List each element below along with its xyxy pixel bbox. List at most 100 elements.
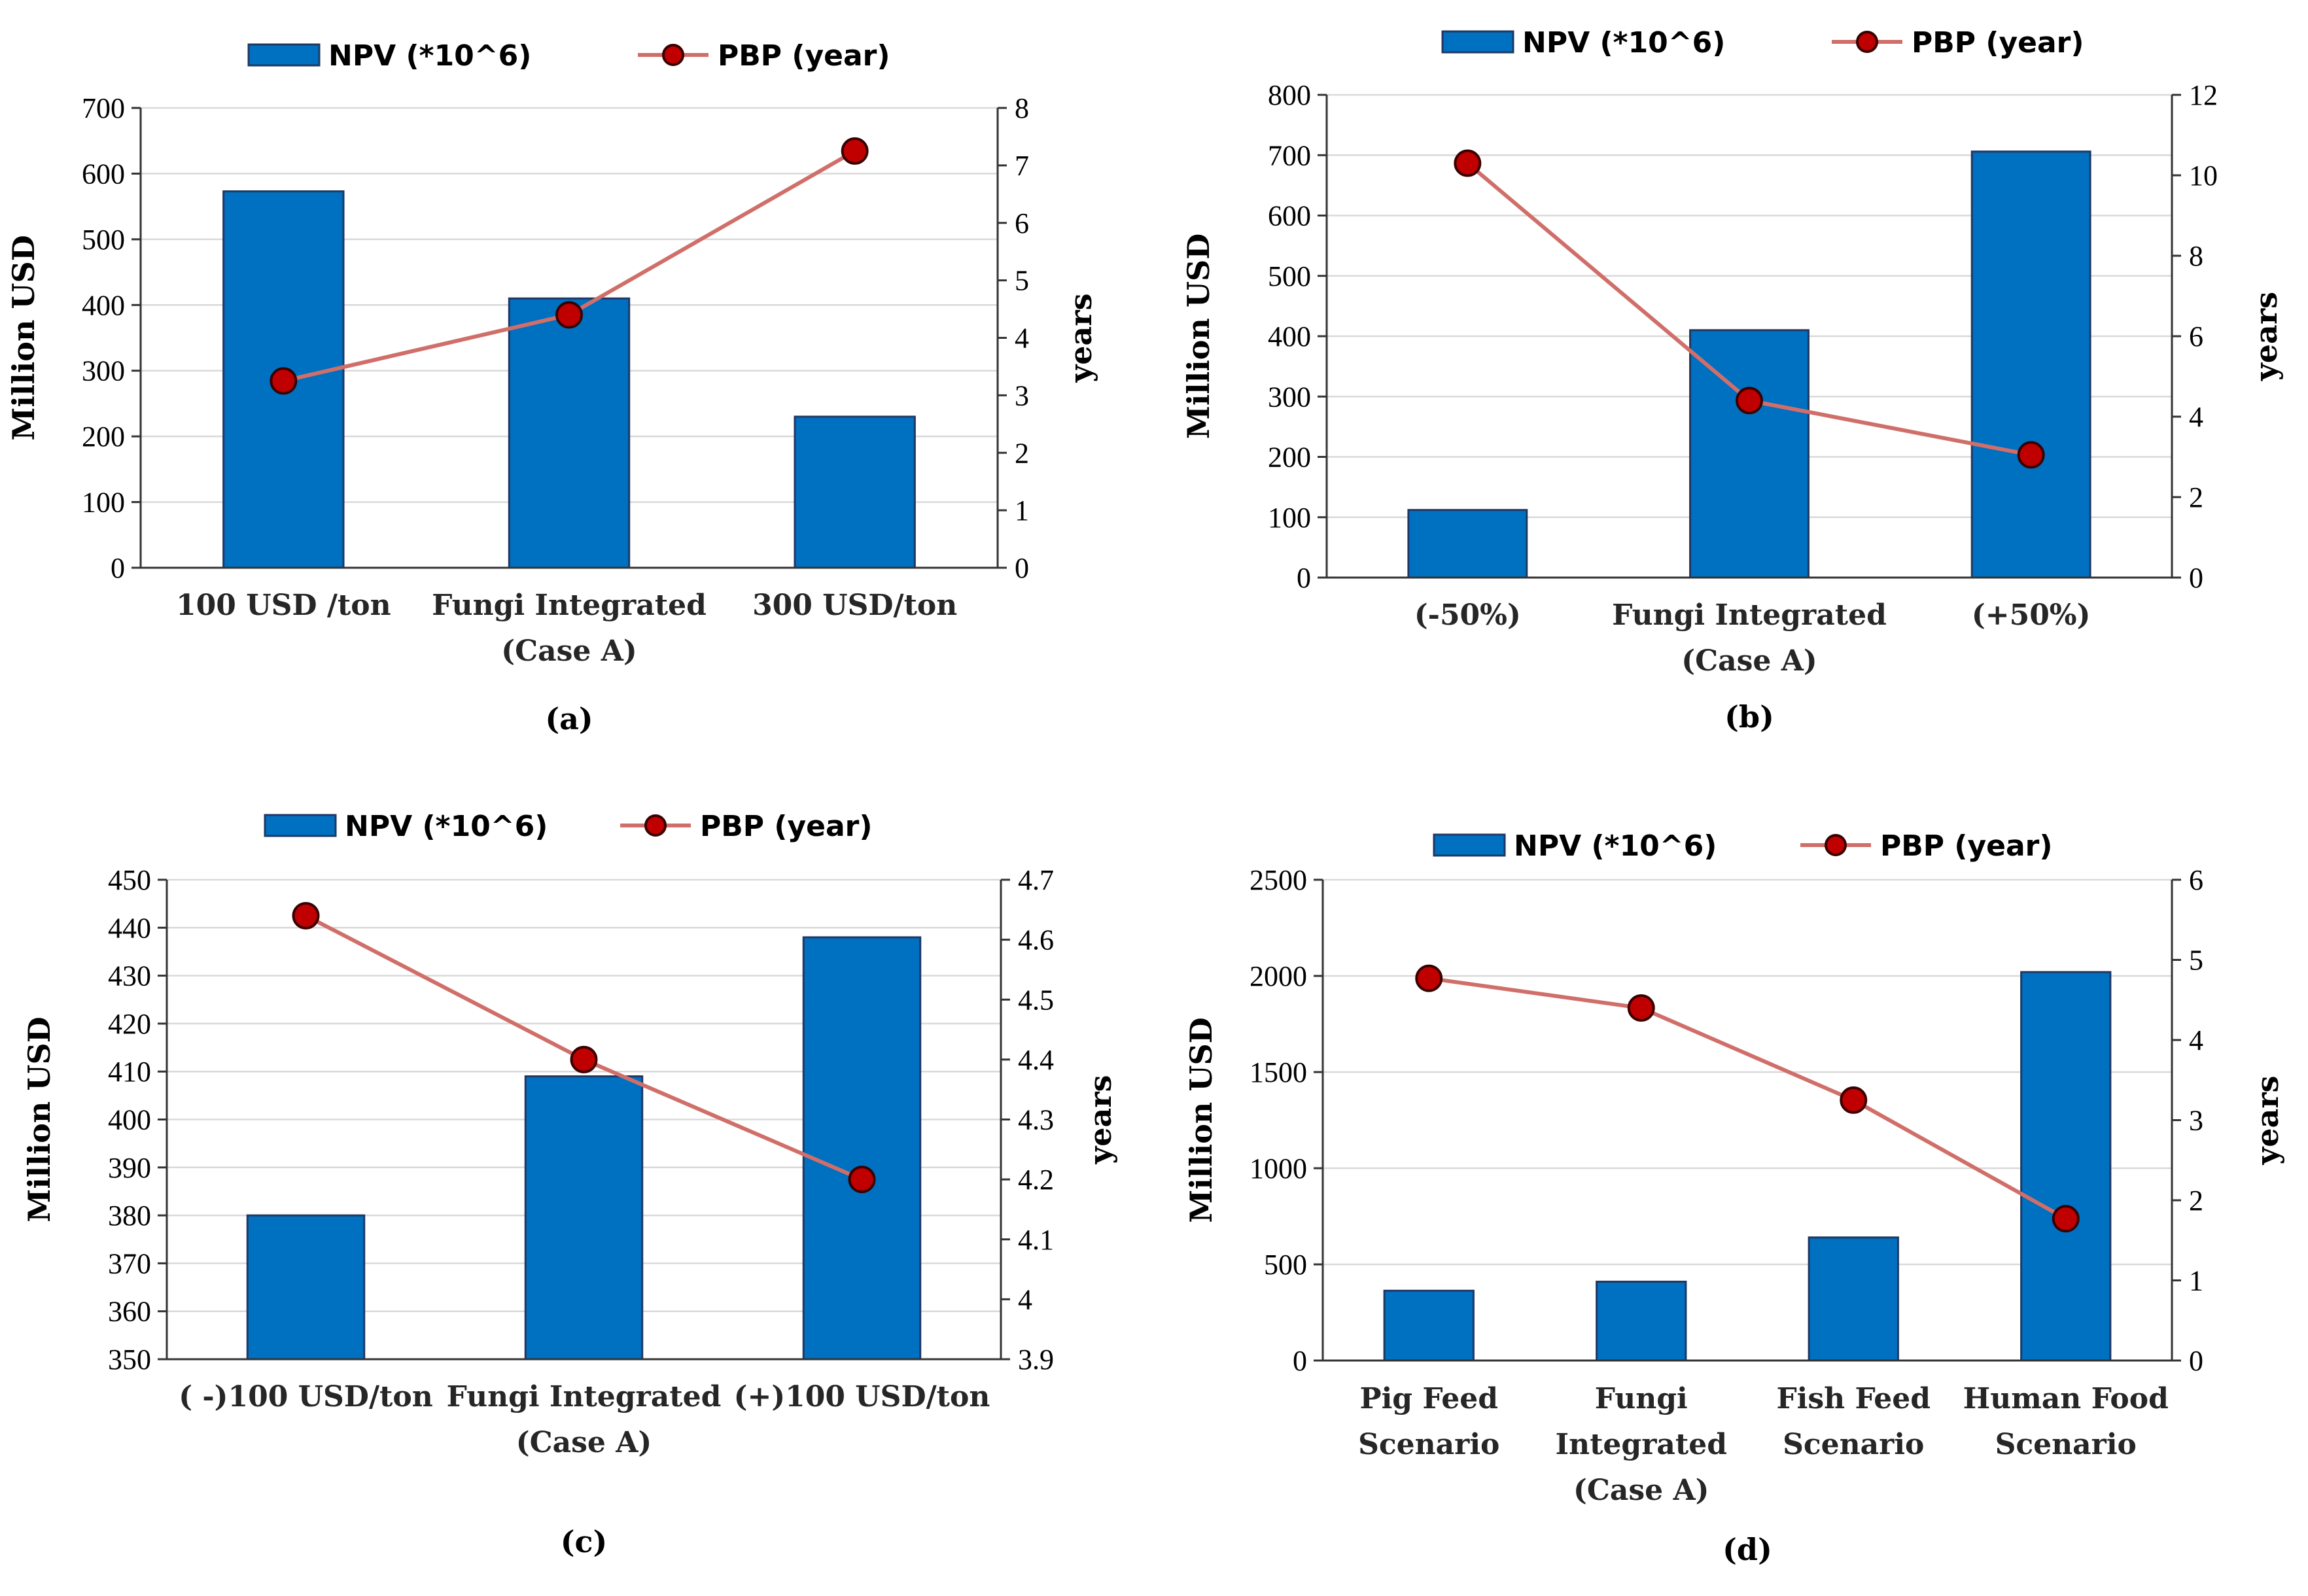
- y-tick-label: 600: [1268, 200, 1311, 232]
- y-tick-label: 500: [1268, 260, 1311, 292]
- pbp-point: [1736, 387, 1763, 415]
- y2-tick-label: 10: [2189, 160, 2218, 192]
- npv-bar: [802, 936, 922, 1361]
- y2-tick-label: 3: [1015, 379, 1029, 411]
- y2-tick-label: 4: [2189, 401, 2203, 433]
- y2-tick-label: 5: [1015, 265, 1029, 297]
- npv-bar: [246, 1214, 366, 1361]
- y-tick-label: 370: [108, 1247, 151, 1279]
- category-label-line: Fungi Integrated: [432, 589, 707, 622]
- category-label-line: (+)100 USD/ton: [734, 1380, 990, 1414]
- y2-tick-label: 4.5: [1018, 984, 1054, 1016]
- legend-line-marker: [662, 44, 684, 66]
- legend-pbp-label: PBP (year): [718, 39, 890, 73]
- y-tick-label: 300: [1268, 381, 1311, 413]
- legend-bar-swatch: [1441, 30, 1514, 54]
- category-label-line: 300 USD/ton: [752, 589, 957, 622]
- category-label-line: (Case A): [501, 634, 637, 668]
- category-label: Pig Feed Scenario: [1358, 1382, 1499, 1461]
- category-label: Fungi Integrated (Case A): [447, 1380, 722, 1459]
- npv-bar: [794, 415, 916, 569]
- npv-bar: [524, 1075, 644, 1361]
- y2-axis-title: years: [2250, 1076, 2285, 1166]
- category-label-line: Scenario: [1783, 1428, 1924, 1461]
- y-tick-label: 300: [82, 355, 125, 387]
- y2-tick-label: 2: [1015, 437, 1029, 469]
- panel-label: (c): [561, 1524, 608, 1559]
- legend-npv-label: NPV (*10^6): [345, 810, 548, 843]
- category-label-line: Integrated: [1556, 1428, 1727, 1461]
- category-label: Fungi Integrated (Case A): [432, 589, 707, 668]
- y-tick-label: 400: [1268, 321, 1311, 353]
- y2-axis-title: years: [2248, 292, 2284, 381]
- npv-bar: [508, 297, 631, 569]
- y2-tick-label: 4: [1018, 1283, 1032, 1315]
- pbp-point: [1627, 994, 1655, 1022]
- pbp-point: [292, 901, 320, 929]
- y-tick-label: 700: [1268, 139, 1311, 171]
- category-label: Fish Feed Scenario: [1776, 1382, 1931, 1461]
- pbp-point: [1454, 149, 1482, 177]
- npv-bar: [2020, 971, 2112, 1362]
- category-label-line: (+50%): [1972, 598, 2091, 632]
- y-tick-label: 500: [1264, 1249, 1307, 1281]
- y2-tick-label: 4.4: [1018, 1044, 1054, 1076]
- y2-tick-label: 0: [1015, 552, 1029, 584]
- y2-tick-label: 2: [2189, 1185, 2203, 1217]
- y2-axis-title: years: [1063, 294, 1098, 383]
- y2-tick-label: 8: [2189, 240, 2203, 272]
- y-tick-label: 400: [108, 1104, 151, 1136]
- y2-tick-label: 1: [2189, 1265, 2203, 1297]
- pbp-point: [555, 301, 583, 329]
- y-tick-label: 430: [108, 960, 151, 992]
- y2-tick-label: 4: [2189, 1024, 2203, 1056]
- y-tick-label: 0: [1293, 1345, 1307, 1377]
- pbp-point: [2017, 441, 2045, 469]
- y-tick-label: 100: [82, 487, 125, 519]
- y-tick-label: 1000: [1250, 1153, 1307, 1185]
- panel-label: (d): [1722, 1532, 1772, 1567]
- chart-panel: 0 500 1000 1500 2000 2500 0 1 2 3 4 5 6 Pig Feed Scena…: [1183, 829, 2285, 1567]
- legend-pbp-label: PBP (year): [1880, 829, 2052, 863]
- y-tick-label: 2500: [1250, 864, 1307, 896]
- category-label-line: (Case A): [1681, 644, 1817, 678]
- category-label-line: Scenario: [1358, 1428, 1499, 1461]
- category-label: 300 USD/ton: [752, 589, 957, 622]
- y2-tick-label: 4.2: [1018, 1164, 1054, 1196]
- y-tick-label: 440: [108, 912, 151, 944]
- legend-npv-label: NPV (*10^6): [328, 39, 531, 73]
- category-label-line: Fish Feed: [1776, 1382, 1931, 1415]
- y2-tick-label: 4: [1015, 322, 1029, 355]
- y2-tick-label: 8: [1015, 92, 1029, 124]
- pbp-line: [1428, 976, 2067, 1221]
- category-label-line: Human Food: [1963, 1382, 2169, 1415]
- y-tick-label: 100: [1268, 502, 1311, 534]
- npv-bar: [1808, 1236, 1899, 1362]
- category-label-line: (-50%): [1414, 598, 1521, 632]
- category-label-line: ( -)100 USD/ton: [179, 1380, 432, 1414]
- y2-tick-label: 12: [2189, 79, 2218, 111]
- category-label-line: (Case A): [516, 1426, 652, 1459]
- npv-bar: [1383, 1289, 1475, 1362]
- pbp-point: [848, 1166, 876, 1194]
- category-label-line: (Case A): [1573, 1474, 1709, 1507]
- y-axis-title: Million USD: [22, 1016, 57, 1222]
- y-tick-label: 360: [108, 1296, 151, 1328]
- category-label-line: Fungi Integrated: [1612, 598, 1887, 632]
- category-label: Fungi Integrated (Case A): [1556, 1382, 1727, 1507]
- y2-tick-label: 1: [1015, 494, 1029, 527]
- legend-line-marker: [1856, 31, 1878, 53]
- y-tick-label: 500: [82, 224, 125, 256]
- y2-tick-label: 3: [2189, 1105, 2203, 1137]
- legend-pbp-label: PBP (year): [1912, 26, 2084, 60]
- category-label-line: Fungi Integrated: [447, 1380, 722, 1414]
- y2-tick-label: 6: [1015, 207, 1029, 239]
- y2-tick-label: 3.9: [1018, 1344, 1054, 1376]
- panel-label: (b): [1724, 699, 1774, 735]
- pbp-point: [841, 137, 869, 165]
- y2-axis-title: years: [1083, 1075, 1118, 1165]
- y-tick-label: 350: [108, 1344, 151, 1376]
- category-label: ( -)100 USD/ton: [179, 1380, 432, 1414]
- y-tick-label: 400: [82, 289, 125, 321]
